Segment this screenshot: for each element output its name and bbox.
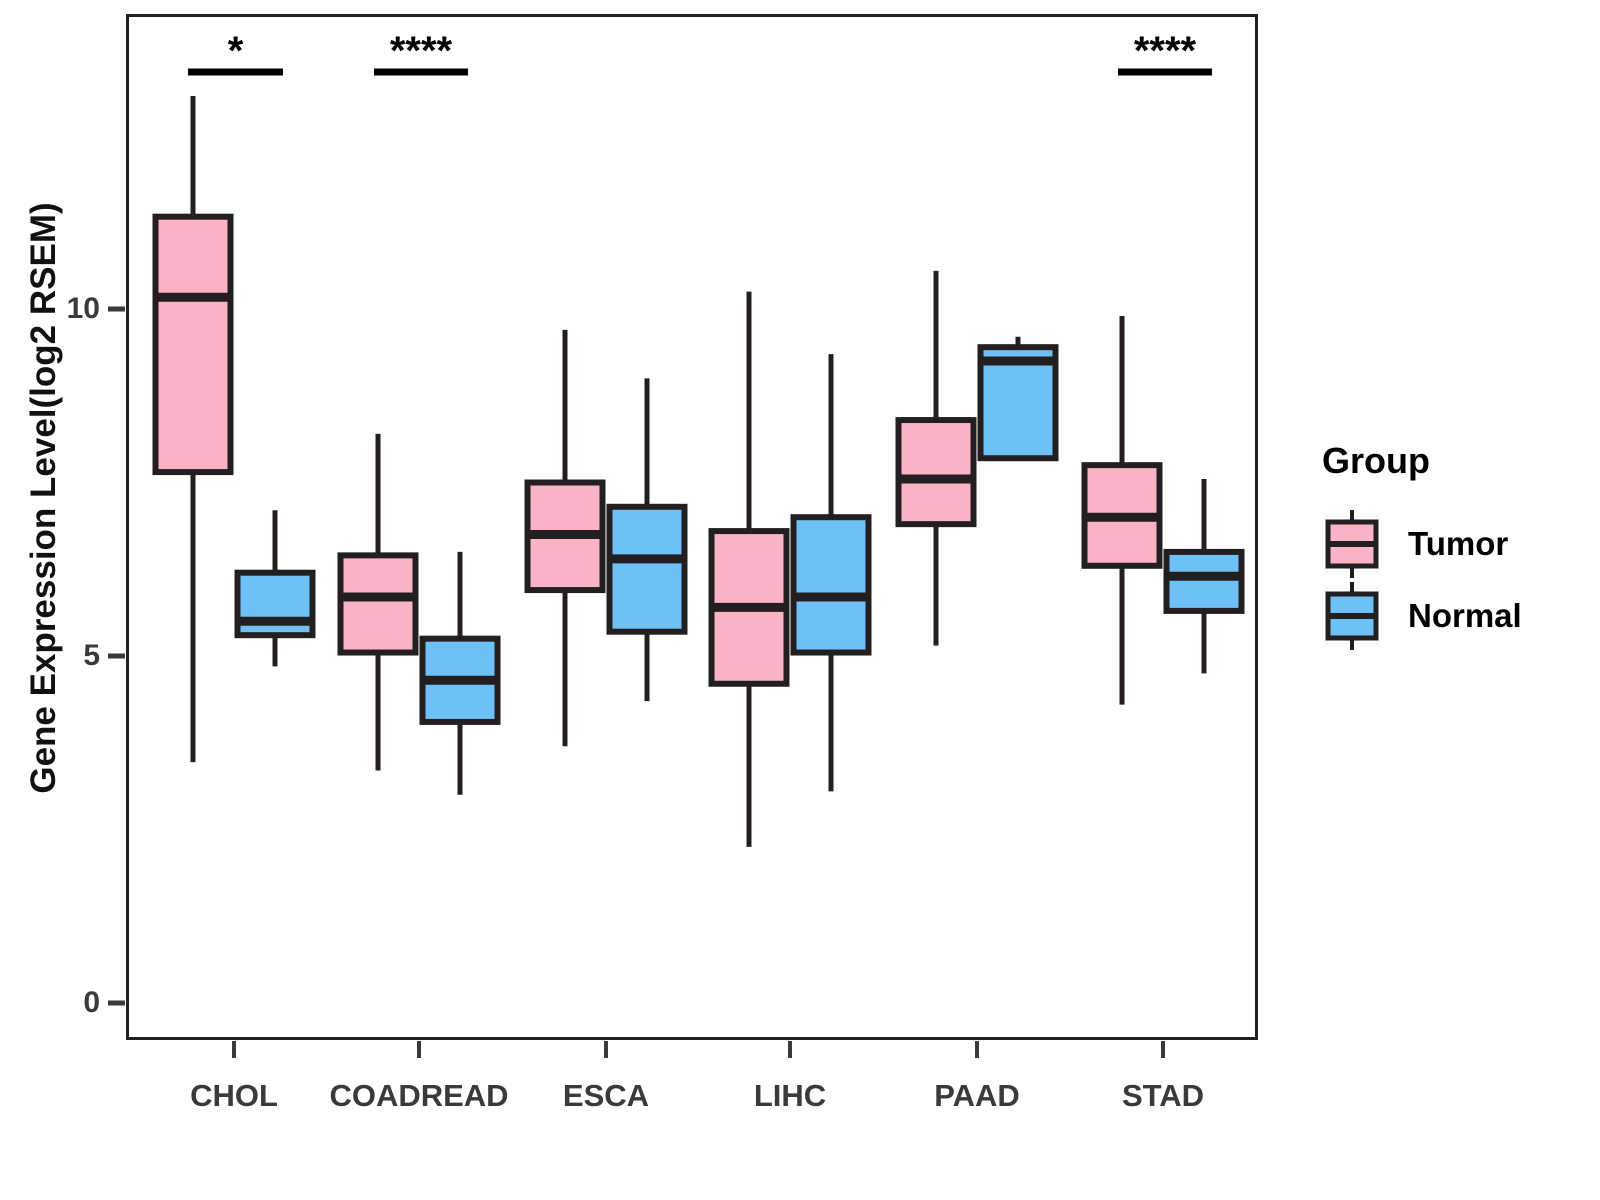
box-chol-tumor <box>152 95 234 763</box>
box-paad-normal <box>977 336 1059 462</box>
y-tick-label-0: 0 <box>83 986 100 1019</box>
legend-key-tumor <box>1322 508 1382 580</box>
legend-label-normal: Normal <box>1408 597 1522 634</box>
y-axis-title: Gene Expression Level(log2 RSEM) <box>24 202 63 794</box>
significance-bracket-0: * <box>188 29 283 76</box>
x-tick-label-coadread: COADREAD <box>329 1078 509 1113</box>
x-tick-label-stad: STAD <box>1121 1078 1205 1113</box>
box-esca-normal <box>606 378 688 702</box>
box-stad-tumor <box>1081 315 1163 705</box>
y-tick-label-10: 10 <box>66 292 100 325</box>
legend-label-tumor: Tumor <box>1408 525 1509 562</box>
x-tick-label-esca: ESCA <box>562 1078 650 1113</box>
legend-item-tumor[interactable]: Tumor <box>1322 508 1582 580</box>
significance-bracket-2: **** <box>1118 29 1212 76</box>
x-tick-label-chol: CHOL <box>190 1078 278 1113</box>
legend: Group Tumor Normal <box>1322 440 1582 652</box>
svg-text:****: **** <box>1134 29 1197 73</box>
y-tick-label-5: 5 <box>83 639 100 672</box>
x-tick-label-lihc: LIHC <box>753 1078 827 1113</box>
box-stad-normal <box>1163 479 1245 674</box>
legend-key-normal <box>1322 580 1382 652</box>
box-chol-normal <box>234 510 316 667</box>
significance-bracket-1: **** <box>374 29 468 76</box>
plot-panel: * **** **** <box>126 14 1258 1040</box>
box-lihc-normal <box>790 354 872 792</box>
x-tick-label-paad: PAAD <box>934 1078 1020 1113</box>
legend-item-normal[interactable]: Normal <box>1322 580 1582 652</box>
box-lihc-tumor <box>708 291 790 847</box>
box-paad-tumor <box>895 270 977 646</box>
svg-text:*: * <box>228 29 244 73</box>
box-esca-tumor <box>524 329 606 747</box>
svg-text:****: **** <box>390 29 453 73</box>
box-coadread-tumor <box>337 433 419 771</box>
box-coadread-normal <box>419 551 501 795</box>
legend-title: Group <box>1322 440 1430 481</box>
boxplot-canvas: * **** **** <box>152 29 1245 847</box>
